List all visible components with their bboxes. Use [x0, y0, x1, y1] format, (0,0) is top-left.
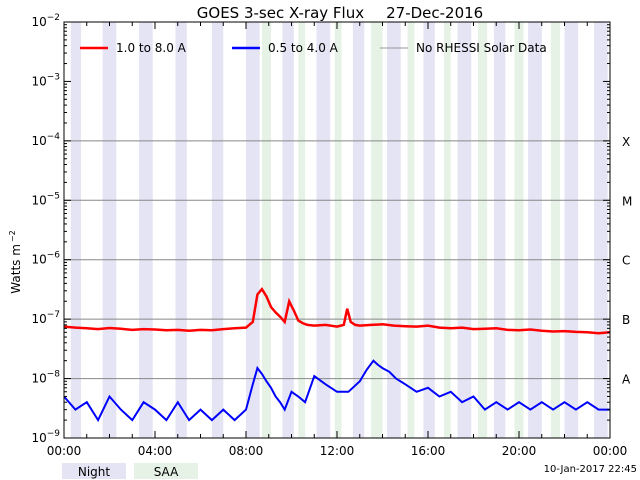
shading-legend-label: Night — [78, 465, 111, 479]
shading-legend-swatch — [62, 463, 126, 479]
generated-timestamp: 10-Jan-2017 22:45 — [544, 464, 637, 475]
shading-legend-swatch — [134, 463, 198, 479]
night-band — [175, 22, 187, 438]
x-tick-label: 20:00 — [502, 444, 537, 458]
night-band — [423, 22, 435, 438]
flare-class-label: X — [622, 135, 630, 149]
legend-label: 0.5 to 4.0 A — [268, 41, 339, 55]
saa-band — [334, 22, 342, 438]
night-band — [387, 22, 401, 438]
night-band — [457, 22, 472, 438]
saa-band — [514, 22, 524, 438]
night-band — [594, 22, 608, 438]
night-band — [352, 22, 365, 438]
x-tick-label: 16:00 — [411, 444, 446, 458]
flare-class-label: A — [622, 373, 631, 387]
legend: 1.0 to 8.0 A 0.5 to 4.0 A No RHESSI Solar … — [80, 41, 547, 55]
saa-band — [407, 22, 415, 438]
shading-legend-label: SAA — [154, 465, 179, 479]
y-tick-label: 10−7 — [31, 310, 60, 326]
night-band — [564, 22, 579, 438]
x-tick-label: 00:00 — [47, 444, 82, 458]
x-tick-label: 12:00 — [320, 444, 355, 458]
saa-band — [443, 22, 451, 438]
night-band — [316, 22, 331, 438]
y-tick-label: 10−2 — [31, 13, 60, 29]
y-axis-label: Watts m−2 — [8, 230, 23, 293]
legend-label: No RHESSI Solar Data — [416, 41, 547, 55]
y-tick-label: 10−9 — [31, 429, 60, 445]
decade-gridlines — [64, 140, 610, 380]
saa-band — [371, 22, 383, 438]
shading-legend: Night SAA — [62, 463, 198, 479]
flux-series — [63, 286, 611, 423]
x-tick-label: 00:00 — [593, 444, 628, 458]
x-tick-label: 08:00 — [229, 444, 264, 458]
series-long-channel — [63, 286, 611, 335]
saa-band — [478, 22, 488, 438]
y-tick-label: 10−3 — [31, 72, 60, 88]
axis-ticks: 10−210−310−410−510−610−710−810−900:00 04:… — [31, 13, 632, 458]
night-band — [102, 22, 117, 438]
night-band — [139, 22, 153, 438]
flare-class-label: C — [622, 254, 630, 268]
flare-class-label: B — [622, 313, 630, 327]
chart-title: GOES 3-sec X-ray Flux 27-Dec-2016 — [197, 4, 483, 22]
x-tick-label: 04:00 — [138, 444, 173, 458]
saa-band — [298, 22, 306, 438]
y-tick-label: 10−5 — [31, 191, 60, 207]
y-tick-label: 10−6 — [31, 251, 60, 267]
night-saa-shading — [70, 22, 608, 438]
series-short-channel — [63, 359, 610, 423]
y-tick-label: 10−8 — [31, 370, 60, 386]
y-tick-label: 10−4 — [31, 132, 60, 148]
night-band — [282, 22, 294, 438]
night-band — [246, 22, 260, 438]
legend-label: 1.0 to 8.0 A — [116, 41, 187, 55]
flare-class-label: M — [622, 194, 632, 208]
night-band — [528, 22, 542, 438]
night-band — [211, 22, 224, 438]
saa-band — [261, 22, 272, 438]
saa-band — [550, 22, 560, 438]
night-band — [493, 22, 506, 438]
night-band — [70, 22, 82, 438]
